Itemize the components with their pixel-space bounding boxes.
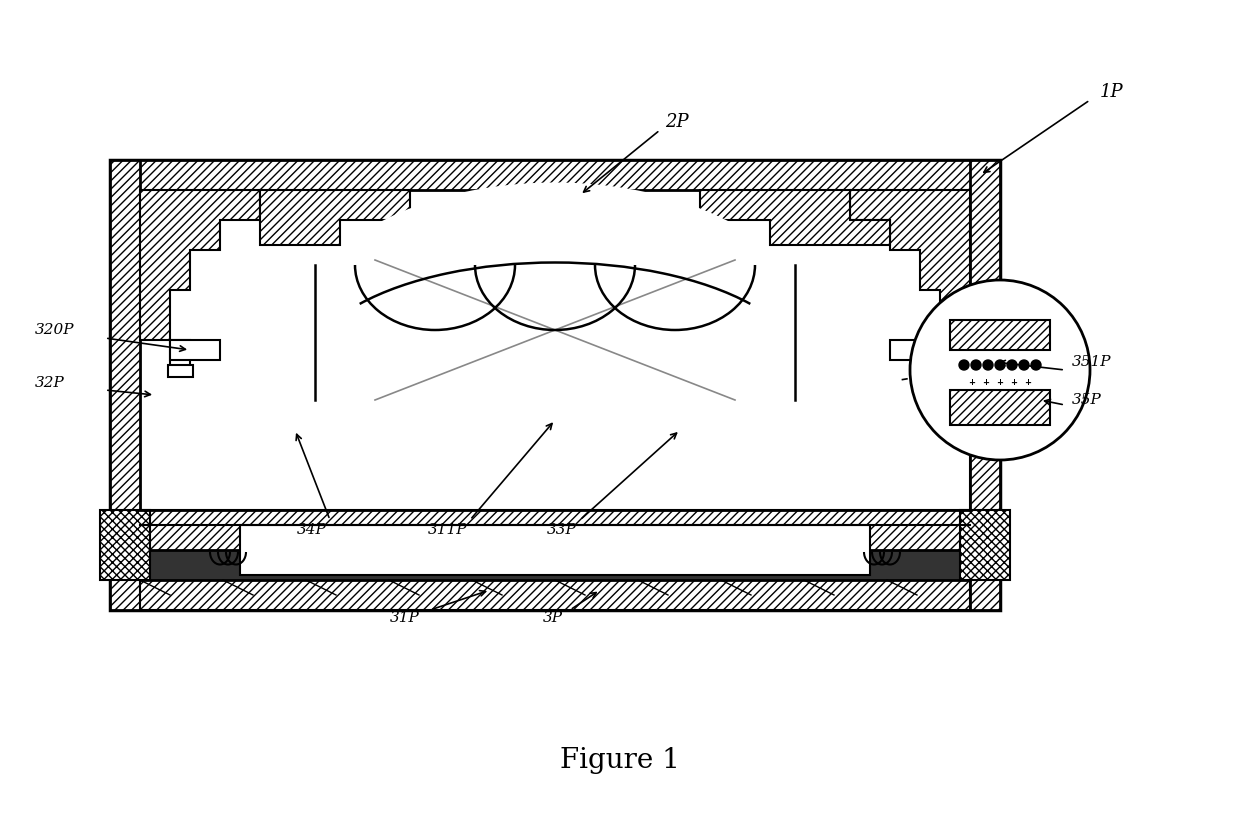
Bar	[140, 550, 970, 580]
Circle shape	[971, 360, 981, 370]
Text: +: +	[1011, 377, 1018, 386]
Bar	[167, 365, 193, 377]
Ellipse shape	[291, 183, 818, 498]
Bar	[100, 510, 150, 580]
Text: 3P: 3P	[543, 611, 563, 625]
Polygon shape	[920, 340, 940, 370]
Text: 34P: 34P	[298, 523, 327, 537]
Bar	[110, 580, 999, 610]
Circle shape	[1019, 360, 1029, 370]
Polygon shape	[890, 340, 940, 360]
Bar	[241, 525, 870, 575]
Polygon shape	[260, 190, 410, 245]
Bar	[918, 365, 942, 377]
Bar	[970, 160, 999, 610]
Text: 2P: 2P	[665, 113, 688, 131]
Text: 1P: 1P	[1100, 83, 1123, 101]
Text: 32P: 32P	[35, 376, 64, 390]
Circle shape	[959, 360, 968, 370]
Polygon shape	[140, 190, 260, 340]
Circle shape	[983, 360, 993, 370]
Polygon shape	[950, 320, 1050, 350]
Text: +: +	[982, 377, 990, 386]
Text: 31P: 31P	[391, 611, 420, 625]
Polygon shape	[170, 340, 190, 370]
Text: +: +	[997, 377, 1003, 386]
Text: 33P: 33P	[547, 523, 577, 537]
Bar	[110, 160, 140, 610]
Polygon shape	[170, 340, 219, 360]
Bar	[110, 160, 999, 610]
Circle shape	[910, 280, 1090, 460]
Polygon shape	[849, 190, 970, 340]
Text: +: +	[968, 377, 976, 386]
Bar	[960, 510, 1011, 580]
Text: +: +	[1024, 377, 1032, 386]
Circle shape	[1030, 360, 1042, 370]
Polygon shape	[950, 390, 1050, 425]
Circle shape	[994, 360, 1004, 370]
Text: 35P: 35P	[1073, 393, 1102, 407]
Text: 311P: 311P	[428, 523, 467, 537]
Bar	[110, 160, 999, 190]
Text: Figure 1: Figure 1	[560, 747, 680, 773]
Text: 320P: 320P	[35, 323, 74, 337]
Text: 351P: 351P	[1073, 355, 1111, 369]
Polygon shape	[701, 190, 890, 245]
Bar	[140, 510, 970, 610]
Bar	[140, 190, 970, 580]
Circle shape	[1007, 360, 1017, 370]
